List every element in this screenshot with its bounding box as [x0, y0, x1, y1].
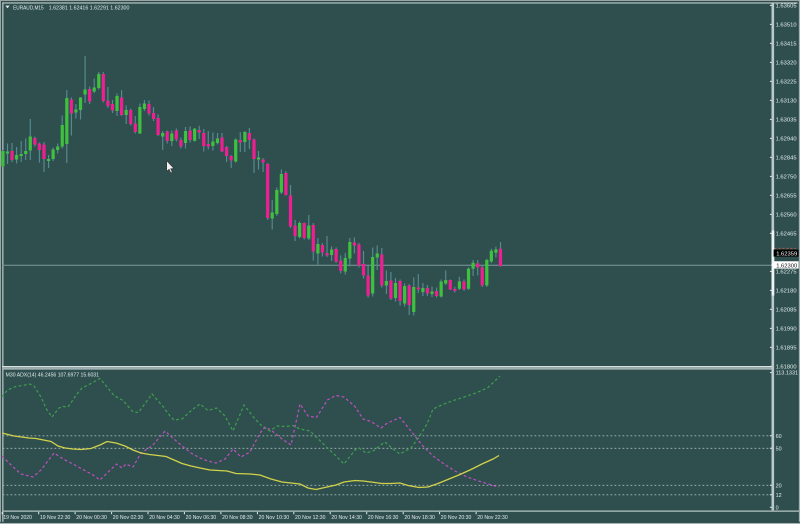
- svg-text:113.1331: 113.1331: [776, 370, 799, 376]
- svg-text:20 Nov 20:30: 20 Nov 20:30: [441, 515, 472, 521]
- svg-text:1.62560: 1.62560: [776, 213, 797, 219]
- svg-text:1.61800: 1.61800: [776, 365, 797, 371]
- svg-text:1.62465: 1.62465: [776, 232, 797, 238]
- svg-text:20 Nov 10:30: 20 Nov 10:30: [259, 515, 290, 521]
- svg-text:1.63035: 1.63035: [776, 118, 797, 124]
- svg-text:1.61990: 1.61990: [776, 327, 797, 333]
- svg-text:1.62750: 1.62750: [776, 175, 797, 181]
- svg-text:1.62359: 1.62359: [776, 251, 797, 257]
- svg-text:1.63510: 1.63510: [776, 23, 797, 29]
- svg-text:20 Nov 14:30: 20 Nov 14:30: [331, 515, 362, 521]
- svg-text:1.62845: 1.62845: [776, 156, 797, 162]
- svg-text:0: 0: [776, 505, 779, 511]
- svg-text:20 Nov 22:30: 20 Nov 22:30: [477, 515, 508, 521]
- svg-text:60: 60: [776, 434, 782, 440]
- svg-text:1.62381 1.62416 1.62291 1.6230: 1.62381 1.62416 1.62291 1.62300: [49, 5, 130, 11]
- svg-text:1.62655: 1.62655: [776, 194, 797, 200]
- svg-text:20: 20: [776, 483, 782, 489]
- svg-text:20 Nov 02:30: 20 Nov 02:30: [113, 515, 144, 521]
- svg-text:19 Nov 22:30: 19 Nov 22:30: [40, 515, 71, 521]
- svg-text:1.62275: 1.62275: [776, 270, 797, 276]
- svg-text:20 Nov 18:30: 20 Nov 18:30: [404, 515, 435, 521]
- svg-text:19 Nov 2020: 19 Nov 2020: [3, 515, 32, 521]
- svg-text:12: 12: [776, 493, 782, 499]
- svg-text:1.63225: 1.63225: [776, 80, 797, 86]
- svg-text:20 Nov 12:30: 20 Nov 12:30: [295, 515, 326, 521]
- svg-text:1.62300: 1.62300: [776, 263, 797, 269]
- svg-text:1.62180: 1.62180: [776, 289, 797, 295]
- svg-text:1.63605: 1.63605: [776, 4, 797, 10]
- svg-text:1.63130: 1.63130: [776, 99, 797, 105]
- svg-text:M30 ADX(14) 46.2456 107.6977 1: M30 ADX(14) 46.2456 107.6977 15.6031: [6, 372, 99, 378]
- svg-text:1.63320: 1.63320: [776, 61, 797, 67]
- svg-text:20 Nov 04:30: 20 Nov 04:30: [149, 515, 180, 521]
- svg-text:1.62940: 1.62940: [776, 137, 797, 143]
- svg-text:1.63415: 1.63415: [776, 42, 797, 48]
- svg-text:20 Nov 16:30: 20 Nov 16:30: [368, 515, 399, 521]
- svg-text:1.62085: 1.62085: [776, 308, 797, 314]
- svg-text:50: 50: [776, 446, 782, 452]
- svg-text:20 Nov 00:30: 20 Nov 00:30: [76, 515, 107, 521]
- svg-text:20 Nov 06:30: 20 Nov 06:30: [186, 515, 217, 521]
- svg-text:1.61895: 1.61895: [776, 346, 797, 352]
- svg-text:20 Nov 08:30: 20 Nov 08:30: [222, 515, 253, 521]
- svg-text:EURAUD,M15: EURAUD,M15: [13, 5, 44, 11]
